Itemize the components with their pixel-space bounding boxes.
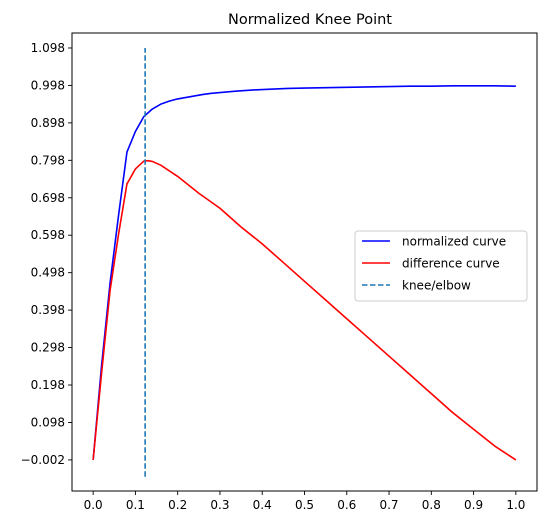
y-tick-label: 0.098: [31, 415, 65, 429]
legend-label-knee-elbow: knee/elbow: [402, 279, 471, 293]
chart-title: Normalized Knee Point: [228, 12, 392, 28]
series-line-normalized-curve: [92, 85, 516, 460]
x-tick-label: 0.4: [253, 498, 272, 512]
x-tick-label: 0.0: [84, 498, 103, 512]
y-tick-label: 0.598: [31, 228, 65, 242]
y-tick-label: 0.398: [31, 303, 65, 317]
y-tick-label: 1.098: [31, 41, 65, 55]
x-tick-label: 0.8: [422, 498, 441, 512]
series-layer: [92, 47, 517, 477]
series-line-difference-curve: [92, 159, 517, 461]
y-tick-label: 0.898: [31, 116, 65, 130]
legend-label-normalized-curve: normalized curve: [402, 235, 506, 249]
y-tick-label: 0.698: [31, 191, 65, 205]
y-tick-label: 0.198: [31, 378, 65, 392]
legend-label-difference-curve: difference curve: [402, 257, 500, 271]
y-tick-label: 0.298: [31, 341, 65, 355]
x-tick-label: 0.9: [464, 498, 483, 512]
x-tick-label: 0.2: [168, 498, 187, 512]
x-tick-label: 0.5: [295, 498, 314, 512]
x-tick-label: 0.1: [126, 498, 145, 512]
legend: normalized curve difference curve knee/e…: [354, 230, 528, 302]
x-tick-label: 0.3: [210, 498, 229, 512]
x-tick-label: 0.6: [337, 498, 356, 512]
y-tick-label: −0.002: [21, 453, 65, 467]
x-tick-label: 1.0: [506, 498, 525, 512]
x-axis: 0.0 0.1 0.2 0.3 0.4 0.5 0.6 0.7 0.8 0.9 1.0: [84, 491, 525, 512]
y-tick-label: 0.998: [31, 78, 65, 92]
y-axis: −0.002 0.098 0.198 0.298 0.398 0.498 0.598 0.69…: [21, 41, 72, 467]
x-tick-label: 0.7: [379, 498, 398, 512]
y-tick-label: 0.798: [31, 153, 65, 167]
y-tick-label: 0.498: [31, 266, 65, 280]
legend-box: [354, 230, 528, 302]
